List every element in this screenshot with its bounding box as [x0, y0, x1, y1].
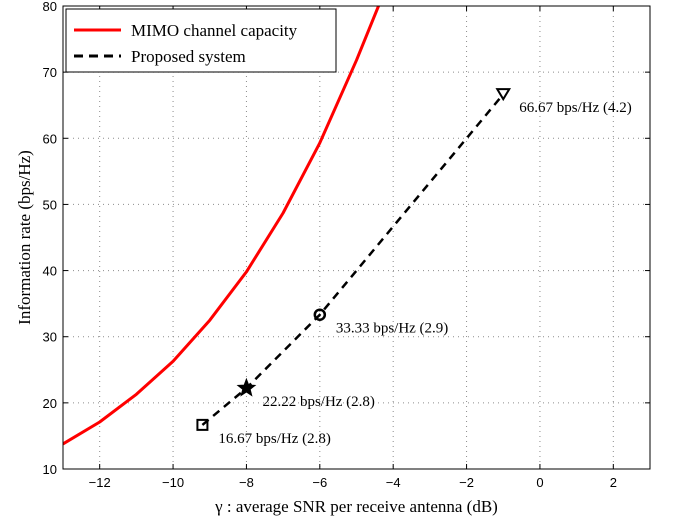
legend-box: [65, 8, 337, 73]
x-tick-label: 0: [536, 475, 543, 490]
x-tick-label: 2: [610, 475, 617, 490]
annotation-layer: 16.67 bps/Hz (2.8) 22.22 bps/Hz (2.8) 33.3…: [218, 100, 631, 447]
data-label: 22.22 bps/Hz (2.8): [262, 394, 375, 410]
x-tick-label: −12: [89, 475, 111, 490]
y-axis-label: Information rate (bps/Hz): [15, 150, 34, 325]
marker-triangle: [495, 88, 512, 102]
tick-layer: −12 −10 −8 −6 −4 −2 0 2 10 20 30 40 50 60 70 80: [43, 0, 650, 490]
y-tick-label: 60: [43, 131, 57, 146]
y-tick-label: 20: [43, 396, 57, 411]
plot-frame: [62, 5, 651, 470]
x-tick-label: −2: [459, 475, 474, 490]
legend-label-mimo: MIMO channel capacity: [131, 21, 298, 40]
marker-circle: [313, 308, 327, 321]
marker-square: [196, 418, 209, 431]
data-label: 66.67 bps/Hz (4.2): [519, 100, 632, 116]
data-label: 16.67 bps/Hz (2.8): [218, 431, 331, 447]
y-tick-label: 50: [43, 197, 57, 212]
y-tick-label: 70: [43, 65, 57, 80]
series-layer: [63, 6, 505, 446]
series-line-mimo-capacity: [63, 6, 380, 446]
series-line-proposed-system: [201, 93, 505, 426]
marker-layer: [196, 88, 512, 431]
x-axis-label: γ : average SNR per receive antenna (dB): [214, 497, 498, 516]
data-label: 33.33 bps/Hz (2.9): [336, 321, 449, 337]
y-tick-label: 10: [43, 462, 57, 477]
legend-label-proposed: Proposed system: [131, 47, 246, 66]
y-tick-label: 40: [43, 264, 57, 279]
marker-star: [236, 377, 257, 397]
x-tick-label: −8: [239, 475, 254, 490]
y-tick-label: 30: [43, 330, 57, 345]
x-tick-label: −10: [162, 475, 184, 490]
y-tick-label: 80: [43, 0, 57, 14]
plot-background: [63, 6, 650, 469]
x-tick-label: −4: [386, 475, 401, 490]
x-tick-label: −6: [312, 475, 327, 490]
legend: MIMO channel capacity Proposed system: [65, 8, 337, 73]
